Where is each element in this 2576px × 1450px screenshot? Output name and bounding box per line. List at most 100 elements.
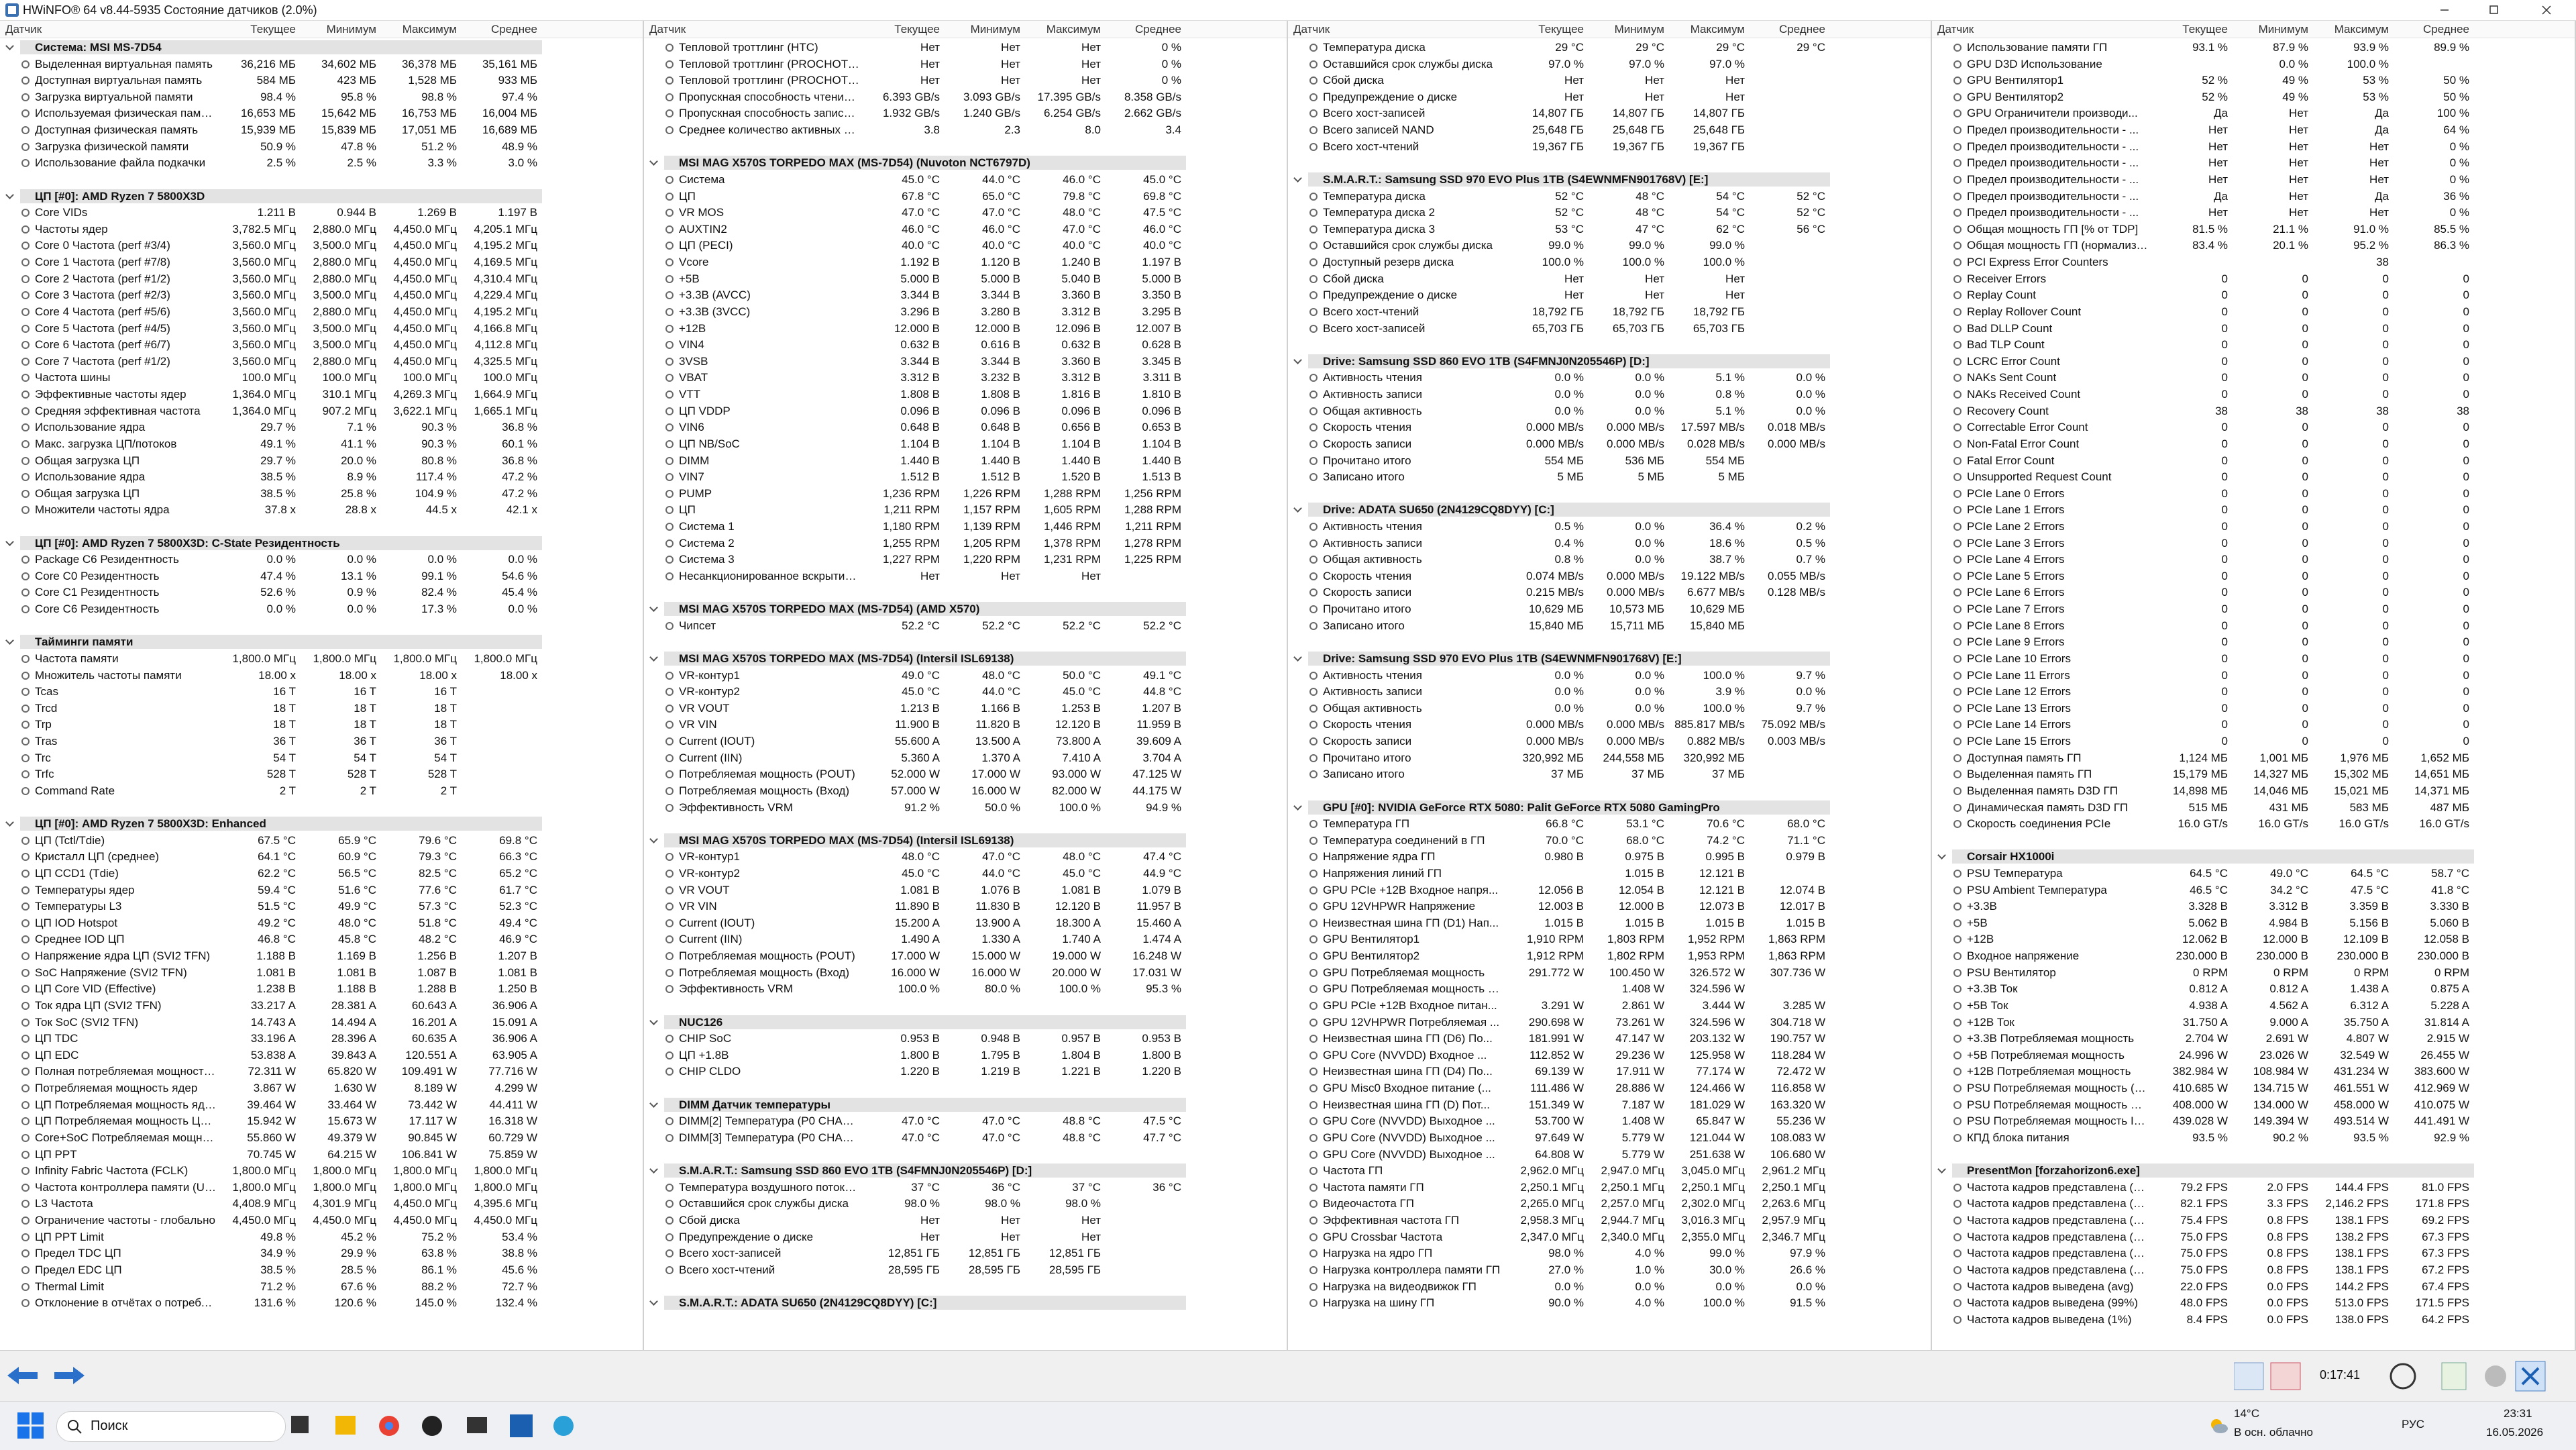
sensor-label: Частота кадров представлена (1%) — [1967, 1214, 2148, 1227]
sensor-row: GPU PCIe +12В Входное питан... 3.291 W 2.8… — [1288, 997, 1931, 1014]
sensor-row: Прочитано итого 10,629 МБ 10,573 МБ 10,629 … — [1288, 601, 1931, 617]
max-value: 1.816 В — [1061, 388, 1101, 401]
nav-buttons[interactable] — [4, 1359, 91, 1392]
expand-arrow[interactable] — [1293, 174, 1302, 183]
expand-arrow[interactable] — [5, 190, 14, 199]
expand-arrow[interactable] — [1937, 1165, 1946, 1174]
sensor-row: AUXTIN2 46.0 °C 46.0 °C 47.0 °C 46.0 °C — [644, 221, 1287, 238]
expand-arrow[interactable] — [649, 1165, 658, 1174]
max-value: 0.0 % — [427, 553, 457, 566]
sensor-icon — [1953, 423, 1962, 432]
sensor-icon — [21, 671, 30, 680]
sensor-icon — [21, 935, 30, 944]
min-value: Нет — [1001, 1230, 1020, 1243]
pinned-apps[interactable] — [288, 1409, 597, 1443]
column-header-row: Датчик Текущее Минимум Максимум Среднее — [1288, 21, 1931, 38]
max-value: 0 — [2382, 486, 2389, 500]
min-value: 29 °C — [1635, 41, 1664, 54]
expand-arrow[interactable] — [1293, 801, 1302, 811]
expand-arrow[interactable] — [1293, 504, 1302, 513]
min-value: 149.394 W — [2253, 1115, 2308, 1128]
sensor-icon — [21, 737, 30, 746]
expand-arrow[interactable] — [649, 1297, 658, 1306]
toolbar-buttons[interactable] — [2234, 1356, 2569, 1396]
current-value: 0 — [2221, 437, 2228, 450]
avg-value: 2,263.6 МГц — [1762, 1197, 1825, 1210]
expand-arrow[interactable] — [649, 1016, 658, 1025]
current-value: 2,962.0 МГц — [1520, 1164, 1584, 1178]
sensor-label: GPU D3D Использование — [1967, 57, 2102, 70]
sensor-label: Предел производительности - ... — [1967, 156, 2139, 170]
search-box[interactable]: Поиск — [56, 1411, 286, 1442]
expand-arrow[interactable] — [649, 834, 658, 843]
expand-arrow[interactable] — [649, 157, 658, 166]
expand-arrow[interactable] — [649, 653, 658, 662]
sensor-row: Записано итого 5 МБ 5 МБ 5 МБ — [1288, 468, 1931, 485]
min-value: 1.015 В — [1625, 916, 1664, 929]
avg-value: 67.2 FPS — [2422, 1263, 2469, 1276]
avg-value: 0.5 % — [1796, 536, 1825, 550]
expand-arrow[interactable] — [5, 537, 14, 546]
sensor-label: Предел EDC ЦП — [35, 1263, 122, 1276]
max-value: 4,450.0 МГц — [393, 321, 457, 335]
sensor-label: Сбой диска — [1323, 74, 1384, 87]
min-value: 47.147 W — [1615, 1032, 1664, 1045]
sensor-row: +12В 12.000 В 12.000 В 12.096 В 12.007 В — [644, 320, 1287, 337]
sensor-label: PCIe Lane 14 Errors — [1967, 718, 2071, 731]
current-value: 46.0 °C — [902, 222, 940, 236]
expand-arrow[interactable] — [649, 1098, 658, 1108]
sensor-row: Trcd 18 T 18 T 18 T — [0, 700, 643, 717]
expand-arrow[interactable] — [5, 818, 14, 827]
avg-value: 0.0 % — [1796, 685, 1825, 698]
min-value: 0 — [2302, 569, 2308, 582]
sensor-label: ЦП (PECI) — [679, 239, 733, 252]
sensor-row: Записано итого 37 МБ 37 МБ 37 МБ — [1288, 766, 1931, 782]
expand-arrow[interactable] — [1293, 355, 1302, 364]
sensor-row: Оставшийся срок службы диска 98.0 % 98.0 %… — [644, 1195, 1287, 1212]
sensor-icon — [665, 225, 674, 234]
current-value: 408.000 W — [2172, 1098, 2228, 1111]
window-controls[interactable] — [2422, 0, 2576, 20]
expand-arrow[interactable] — [649, 603, 658, 612]
current-value: 3.328 В — [2188, 900, 2228, 913]
sensor-row: Потребляемая мощность (POUT) 17.000 W 15.0… — [644, 947, 1287, 964]
search-text: Поиск — [91, 1418, 128, 1433]
sensor-label: PSU Температура — [1967, 867, 2063, 880]
min-value: Нет — [2289, 140, 2308, 153]
sensor-icon — [1309, 1282, 1318, 1291]
avg-value: 3.285 W — [1782, 998, 1825, 1012]
sensor-row: NAKs Sent Count 0 0 0 0 — [1932, 369, 2575, 386]
sensor-row: GPU Crossbar Частота 2,347.0 МГц 2,340.0 М… — [1288, 1229, 1931, 1245]
language[interactable]: РУС — [2402, 1418, 2425, 1431]
section-title: NUC126 — [679, 1015, 723, 1029]
current-value: 5 МБ — [1557, 470, 1585, 484]
sensor-icon — [21, 109, 30, 118]
start-button[interactable] — [17, 1412, 44, 1439]
sensor-icon — [1309, 902, 1318, 911]
min-value: 0.0 FPS — [2267, 1280, 2308, 1293]
expand-arrow[interactable] — [1293, 653, 1302, 662]
sensor-icon — [21, 754, 30, 762]
sensor-label: +3.3В Ток — [1967, 982, 2018, 996]
expand-arrow[interactable] — [5, 42, 14, 50]
avg-value: 0 — [2463, 421, 2469, 434]
sensor-icon — [665, 886, 674, 894]
avg-value: 1.207 В — [1142, 701, 1181, 715]
min-value: 2.0 FPS — [2267, 1180, 2308, 1194]
max-value: 1,800.0 МГц — [393, 652, 457, 665]
sensor-row: Средняя эффективная частота 1,364.0 МГц 90… — [0, 403, 643, 419]
max-value: Нет — [1081, 569, 1101, 582]
sensor-icon — [21, 374, 30, 382]
current-value: 45.0 °C — [902, 685, 940, 698]
taskbar: Поиск 14°C В осн. облачно РУС 23:31 16.0… — [0, 1401, 2576, 1450]
max-value: 29 °C — [1716, 41, 1745, 54]
sensor-row: PSU Вентилятор 0 RPM 0 RPM 0 RPM 0 RPM — [1932, 964, 2575, 981]
max-value: 138.2 FPS — [2334, 1230, 2389, 1243]
avg-value: 0.128 MB/s — [1768, 586, 1825, 599]
current-value: 98.0 % — [1548, 1247, 1584, 1260]
min-value: 9.000 A — [2269, 1015, 2308, 1029]
expand-arrow[interactable] — [1937, 851, 1946, 860]
expand-arrow[interactable] — [5, 636, 14, 645]
sensor-row: GPU Core (NVVDD) Выходное ... 53.700 W 1.4… — [1288, 1112, 1931, 1129]
current-value: 410.685 W — [2172, 1082, 2228, 1095]
